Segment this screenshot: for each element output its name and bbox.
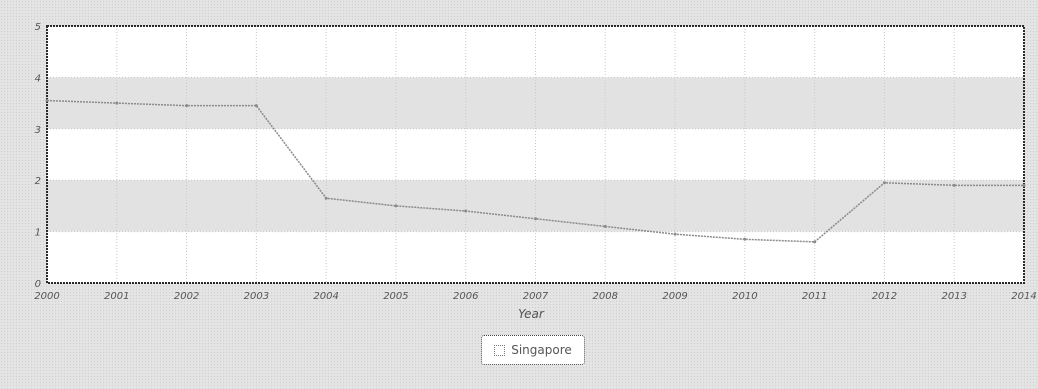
x-axis-title: Year [518, 307, 545, 321]
x-tick-label: 2005 [383, 291, 408, 302]
y-tick-label: 0 [35, 279, 41, 290]
data-point [952, 183, 956, 187]
x-tick-labels: 2000 2001 2002 2003 2004 2005 2006 2007 2008 2009… [34, 291, 1036, 302]
x-tick-label: 2008 [593, 291, 618, 302]
data-point [813, 240, 817, 244]
plot-bands [47, 26, 1024, 283]
x-tick-label: 2001 [104, 291, 129, 302]
plot-background [47, 26, 1024, 283]
grid-lines [47, 26, 1024, 283]
legend-swatch-singapore [494, 344, 506, 356]
data-point [1022, 183, 1026, 187]
plot-band [47, 77, 1024, 129]
x-tick-label: 2013 [941, 291, 966, 302]
data-point [882, 181, 886, 185]
data-point [743, 237, 747, 241]
plot-frame [46, 25, 1025, 284]
y-tick-label: 2 [35, 176, 41, 187]
x-tick-label: 2009 [662, 291, 687, 302]
x-tick-label: 2011 [802, 291, 827, 302]
x-tick-label: 2003 [244, 291, 269, 302]
x-tick-label: 2014 [1011, 291, 1036, 302]
y-tick-labels: 0 1 2 3 4 5 [35, 22, 41, 290]
data-point [464, 209, 468, 213]
data-point [394, 204, 398, 208]
data-point [115, 101, 119, 105]
data-point [254, 104, 258, 108]
x-tick-label: 2004 [313, 291, 338, 302]
y-tick-label: 4 [35, 73, 41, 84]
data-point [534, 217, 537, 221]
legend-label-singapore: Singapore [511, 343, 572, 357]
data-point [603, 224, 607, 228]
legend[interactable]: Singapore [481, 335, 585, 365]
x-tick-label: 2006 [453, 291, 478, 302]
data-point [673, 232, 677, 236]
x-tick-label: 2010 [732, 291, 757, 302]
data-point [45, 99, 49, 103]
y-tick-label: 1 [35, 228, 41, 239]
y-tick-label: 5 [35, 22, 41, 33]
x-tick-label: 2000 [34, 291, 59, 302]
y-tick-label: 3 [35, 125, 41, 136]
x-tick-label: 2012 [872, 291, 897, 302]
x-tick-label: 2002 [174, 291, 199, 302]
data-point [324, 196, 328, 200]
series-layer [45, 99, 1026, 244]
data-point [185, 104, 189, 108]
x-tick-label: 2007 [523, 291, 549, 302]
